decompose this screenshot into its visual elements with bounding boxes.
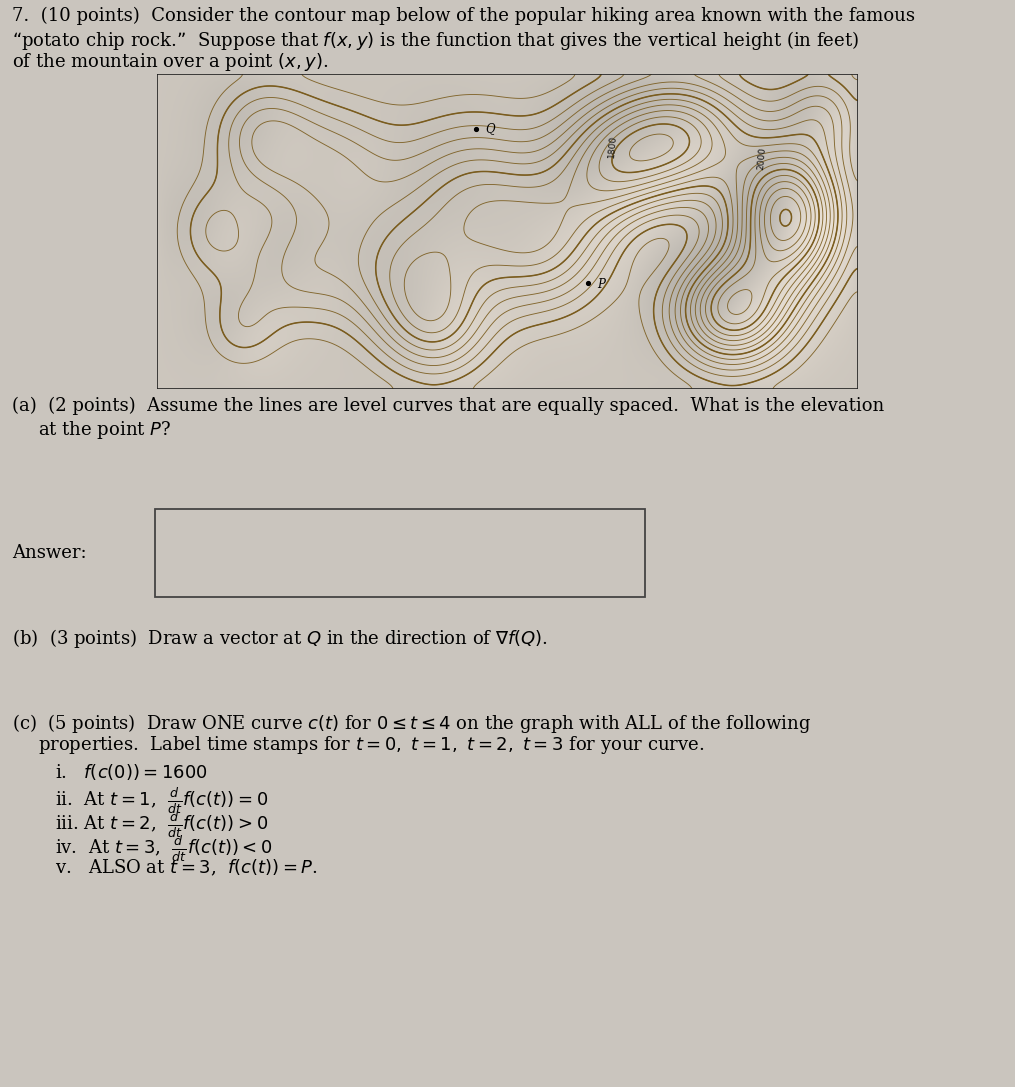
- Text: 7.  (10 points)  Consider the contour map below of the popular hiking area known: 7. (10 points) Consider the contour map …: [12, 7, 915, 25]
- Bar: [157, 74, 858, 389]
- Text: Q: Q: [485, 122, 494, 135]
- Text: i.   $f(c(0)) = 1600$: i. $f(c(0)) = 1600$: [55, 762, 208, 782]
- Text: ii.  At $t = 1$,  $\frac{d}{dt}f(c(t)) = 0$: ii. At $t = 1$, $\frac{d}{dt}f(c(t)) = 0…: [55, 786, 268, 815]
- Text: iii. At $t = 2$,  $\frac{d}{dt}f(c(t)) > 0$: iii. At $t = 2$, $\frac{d}{dt}f(c(t)) > …: [55, 810, 268, 839]
- Text: (a)  (2 points)  Assume the lines are level curves that are equally spaced.  Wha: (a) (2 points) Assume the lines are leve…: [12, 397, 884, 415]
- Bar: [155, 509, 645, 597]
- Text: 1800: 1800: [607, 135, 618, 159]
- Text: v.   ALSO at $t = 3$,  $f(c(t)) = P$.: v. ALSO at $t = 3$, $f(c(t)) = P$.: [55, 858, 318, 878]
- Text: P: P: [597, 278, 605, 291]
- Text: properties.  Label time stamps for $t = 0,\ t = 1,\ t = 2,\ t = 3$ for your curv: properties. Label time stamps for $t = 0…: [38, 734, 704, 755]
- Text: (c)  (5 points)  Draw ONE curve $c(t)$ for $0 \leq t \leq 4$ on the graph with A: (c) (5 points) Draw ONE curve $c(t)$ for…: [12, 712, 811, 735]
- Text: of the mountain over a point $(x, y)$.: of the mountain over a point $(x, y)$.: [12, 51, 329, 73]
- Text: “potato chip rock.”  Suppose that $f(x, y)$ is the function that gives the verti: “potato chip rock.” Suppose that $f(x, y…: [12, 29, 859, 52]
- Text: (b)  (3 points)  Draw a vector at $Q$ in the direction of $\nabla f(Q)$.: (b) (3 points) Draw a vector at $Q$ in t…: [12, 627, 548, 650]
- Text: Answer:: Answer:: [12, 544, 86, 562]
- Text: iv.  At $t = 3$,  $\frac{d}{dt}f(c(t)) < 0$: iv. At $t = 3$, $\frac{d}{dt}f(c(t)) < 0…: [55, 834, 273, 864]
- Text: 2000: 2000: [756, 147, 767, 171]
- Text: at the point $P$?: at the point $P$?: [38, 418, 172, 441]
